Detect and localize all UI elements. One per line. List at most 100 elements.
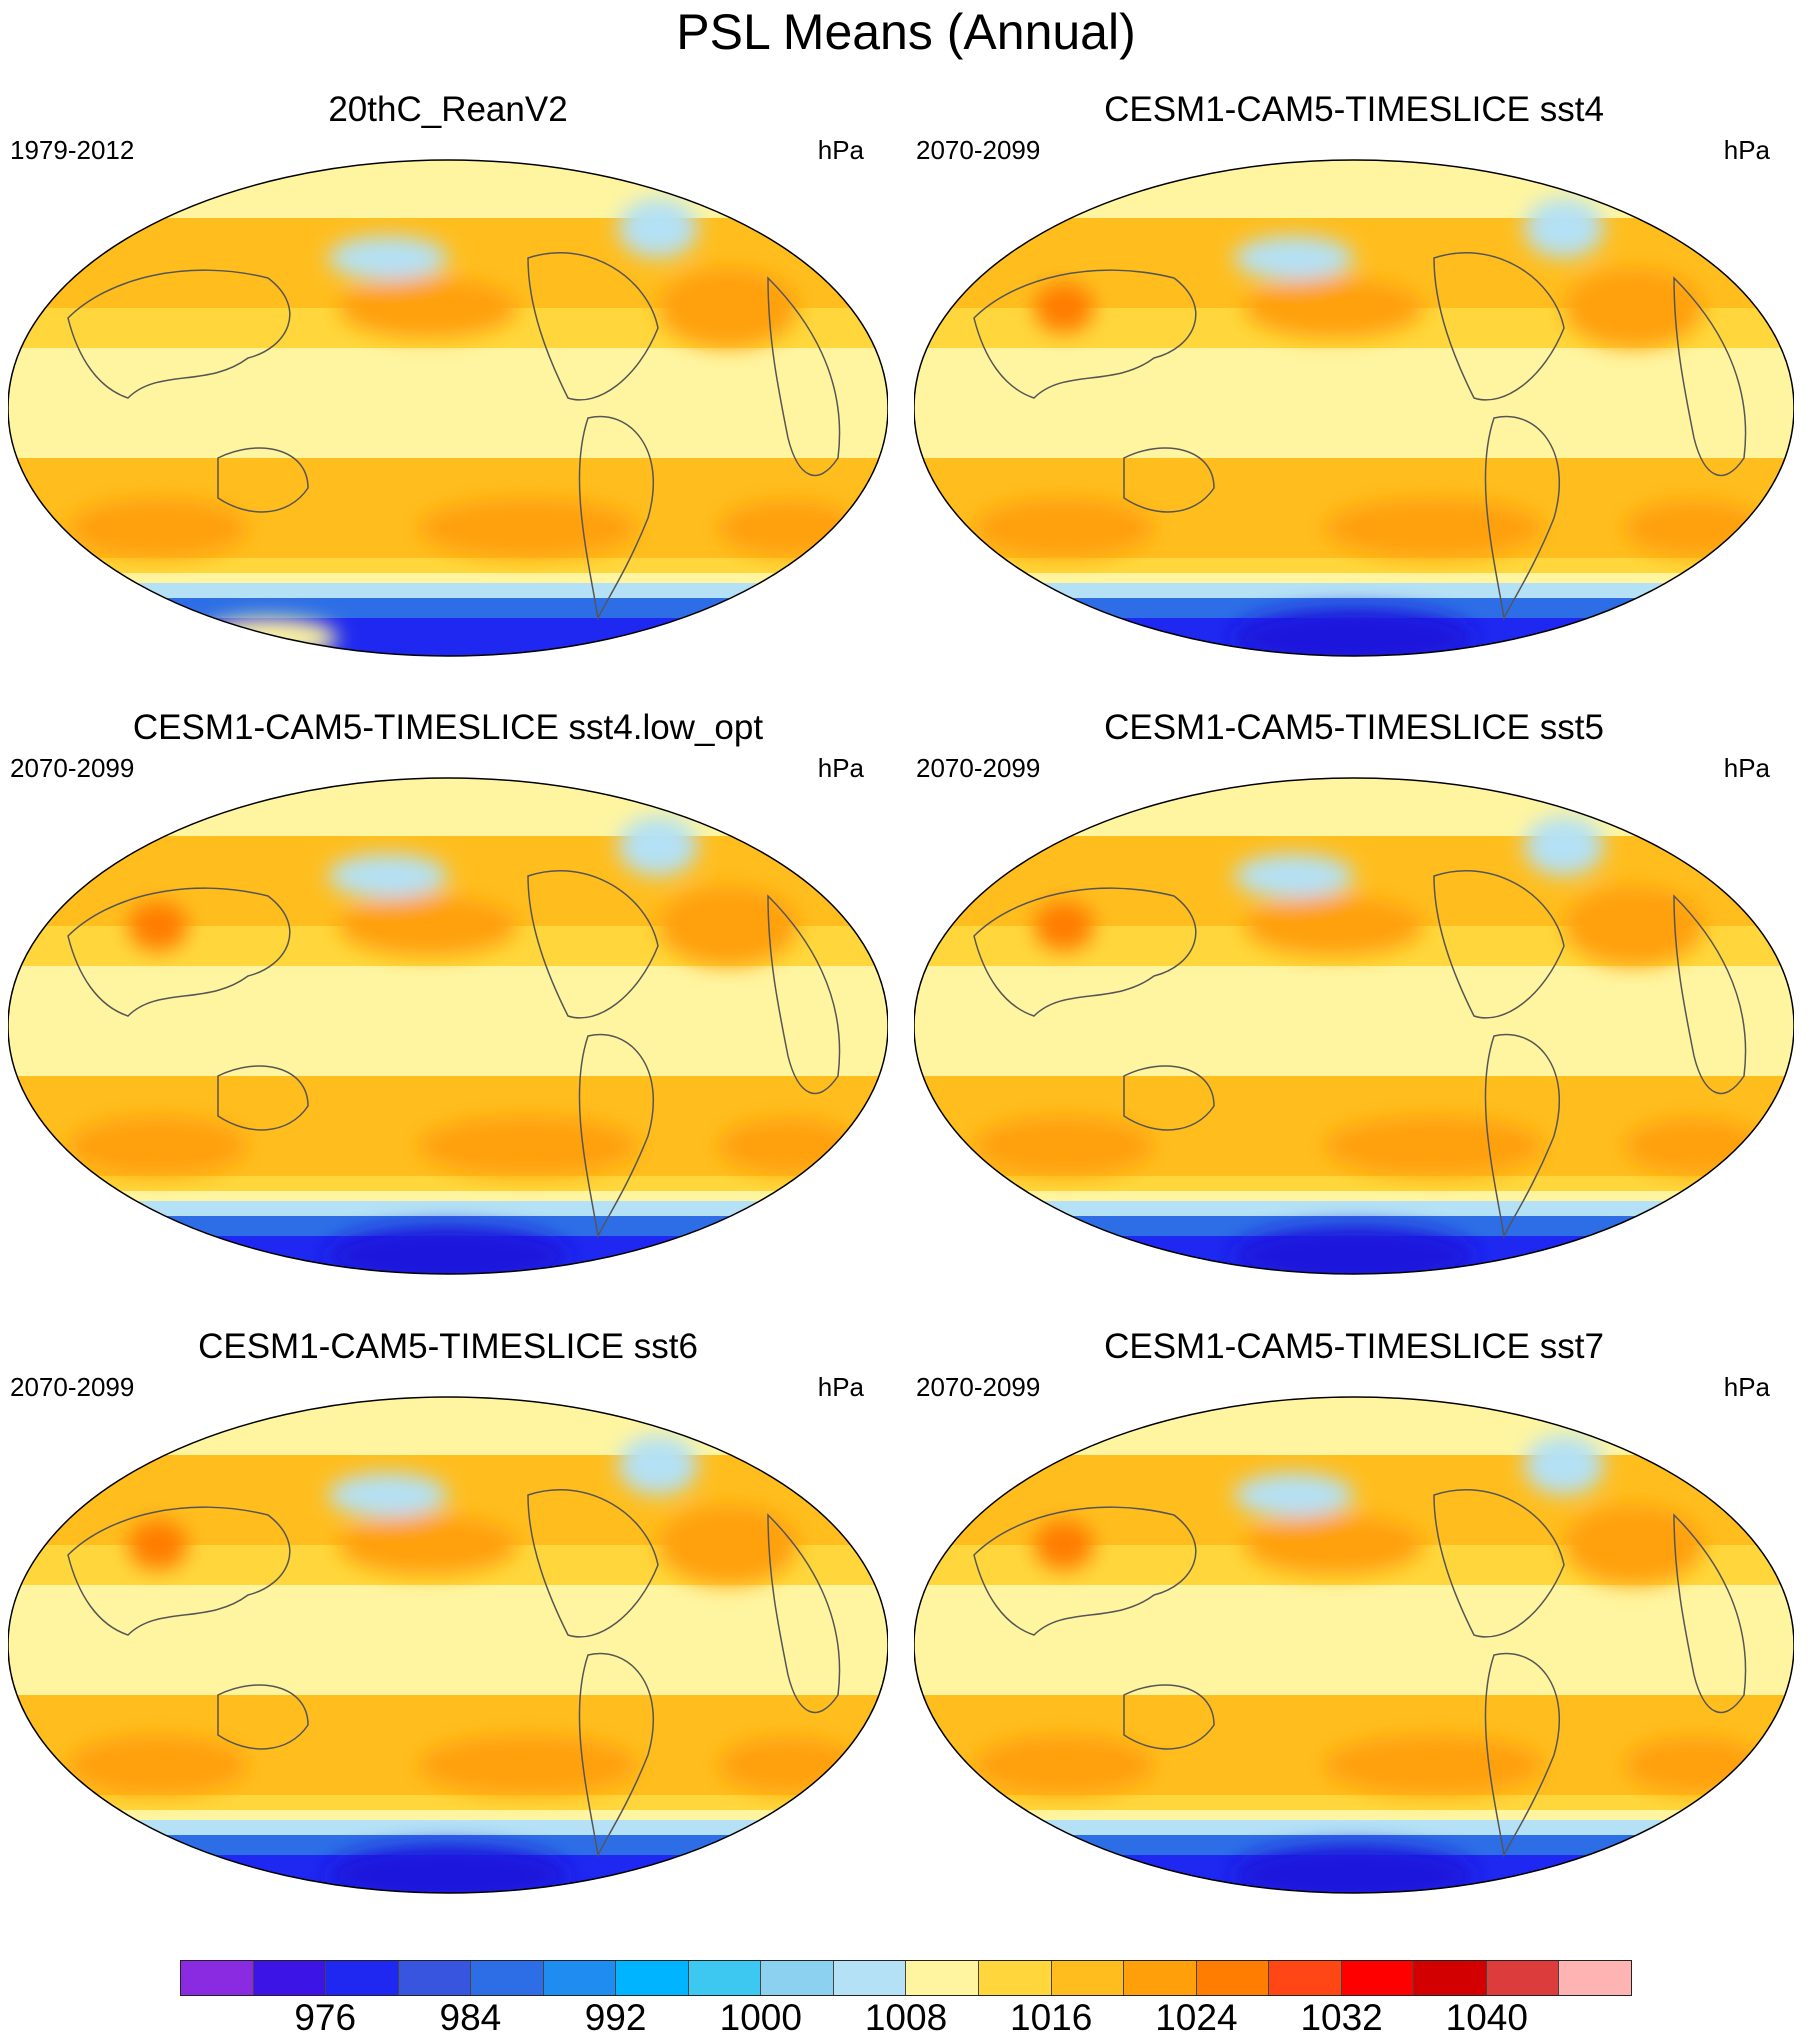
pressure-band (8, 1585, 888, 1695)
siberian-high (128, 1520, 188, 1570)
panel-units: hPa (1723, 1372, 1770, 1402)
pressure-band (8, 966, 888, 1076)
pressure-band (8, 1191, 888, 1201)
colorbar-labels: 976 984 992 1000 1008 1016 1024 1032 1040 (180, 1997, 1632, 2043)
panel-title: CESM1-CAM5-TIMESLICE sst4 (1104, 90, 1604, 129)
subpolar-low (1524, 816, 1604, 876)
panel-units: hPa (1723, 135, 1770, 165)
subtropical-high (68, 1735, 248, 1795)
subpolar-low (618, 198, 698, 258)
pressure-band (914, 1191, 1794, 1201)
coastline (973, 269, 1197, 399)
pressure-band (914, 1795, 1794, 1810)
colorbar-cell (181, 1961, 254, 1995)
coastline (1673, 276, 1747, 477)
coastline (1123, 447, 1215, 513)
colorbar-cell (1559, 1961, 1631, 1995)
panel-title: 20thC_ReanV2 (328, 90, 568, 129)
coastline (1123, 1684, 1215, 1750)
subtropical-high (974, 1735, 1154, 1795)
coastline (217, 1065, 309, 1131)
pressure-band (8, 618, 888, 656)
pressure-band (914, 1397, 1794, 1455)
subtropical-high (1244, 278, 1424, 338)
subpolar-low (1234, 236, 1354, 280)
subtropical-high (1324, 498, 1544, 558)
pressure-band (8, 558, 888, 573)
coastline (217, 447, 309, 513)
panel-period: 2070-2099 (10, 753, 135, 783)
coastline (1484, 1652, 1560, 1858)
map-border (914, 777, 1794, 1275)
colorbar-tick-label: 1032 (1300, 1997, 1383, 2038)
colorbar-cell (761, 1961, 834, 1995)
coastlines (67, 870, 841, 1239)
map-panel: CESM1-CAM5-TIMESLICE sst5 2070-2099 hPa (906, 708, 1802, 1275)
pressure-band (914, 966, 1794, 1076)
coastline (1673, 1513, 1747, 1714)
coastline (1673, 894, 1747, 1095)
subtropical-high (974, 1116, 1154, 1176)
colorbar-tick-label: 1016 (1010, 1997, 1093, 2038)
colorbar-cell (688, 1961, 762, 1995)
psl-map (8, 1396, 888, 1894)
panel-period: 2070-2099 (916, 753, 1041, 783)
subtropical-high (718, 1118, 858, 1174)
coastline (1484, 1033, 1560, 1239)
colorbar-cell (253, 1961, 327, 1995)
figure-title: PSL Means (Annual) (676, 4, 1136, 60)
map-border (8, 1396, 888, 1894)
colorbar-tick-label: 1024 (1155, 1997, 1238, 2038)
subtropical-high (338, 896, 518, 956)
colorbar-cell (1196, 1961, 1270, 1995)
colorbar-tick-label: 1040 (1445, 1997, 1528, 2038)
subtropical-high (1324, 1735, 1544, 1795)
pressure-band (8, 1795, 888, 1810)
colorbar-cell (616, 1961, 689, 1995)
panel-title: CESM1-CAM5-TIMESLICE sst6 (198, 1327, 698, 1366)
subtropical-high (68, 1116, 248, 1176)
coastline (767, 894, 841, 1095)
colorbar-cell (1051, 1961, 1125, 1995)
subtropical-high (658, 1505, 798, 1585)
pressure-band (914, 348, 1794, 458)
map-border (8, 159, 888, 657)
psl-map (8, 777, 888, 1275)
coastlines (973, 252, 1747, 621)
subpolar-low (1234, 1473, 1354, 1517)
panel-units: hPa (817, 1372, 864, 1402)
coastline (767, 276, 841, 477)
colorbar-cell (979, 1961, 1052, 1995)
coastlines (973, 870, 1747, 1239)
subpolar-low (618, 816, 698, 876)
panel-units: hPa (1723, 753, 1770, 783)
subtropical-high (418, 1735, 638, 1795)
subtropical-high (1624, 1737, 1764, 1793)
colorbar-tick-label: 984 (439, 1997, 502, 2038)
map-panel: CESM1-CAM5-TIMESLICE sst6 2070-2099 hPa (0, 1327, 896, 1894)
siberian-high (1034, 901, 1094, 951)
pressure-band (8, 160, 888, 218)
pressure-band (914, 1810, 1794, 1820)
colorbar-cell (906, 1961, 980, 1995)
subpolar-low (618, 1435, 698, 1495)
coastline (578, 415, 654, 621)
coastline (67, 887, 291, 1017)
panel-units: hPa (817, 753, 864, 783)
siberian-high (1034, 1520, 1094, 1570)
subpolar-low (1524, 198, 1604, 258)
map-panel: CESM1-CAM5-TIMESLICE sst7 2070-2099 hPa (906, 1327, 1802, 1894)
colorbar-cell (1486, 1961, 1560, 1995)
siberian-high (128, 901, 188, 951)
panel-title: CESM1-CAM5-TIMESLICE sst7 (1104, 1327, 1604, 1366)
coastline (973, 1506, 1197, 1636)
pressure-band (8, 1176, 888, 1191)
coastline (1433, 252, 1565, 401)
coastlines (67, 1489, 841, 1858)
colorbar-cell (1269, 1961, 1342, 1995)
panel-period: 2070-2099 (916, 1372, 1041, 1402)
subtropical-high (974, 498, 1154, 558)
colorbar-cell (1341, 1961, 1415, 1995)
subtropical-high (1624, 500, 1764, 556)
pressure-band (914, 558, 1794, 573)
